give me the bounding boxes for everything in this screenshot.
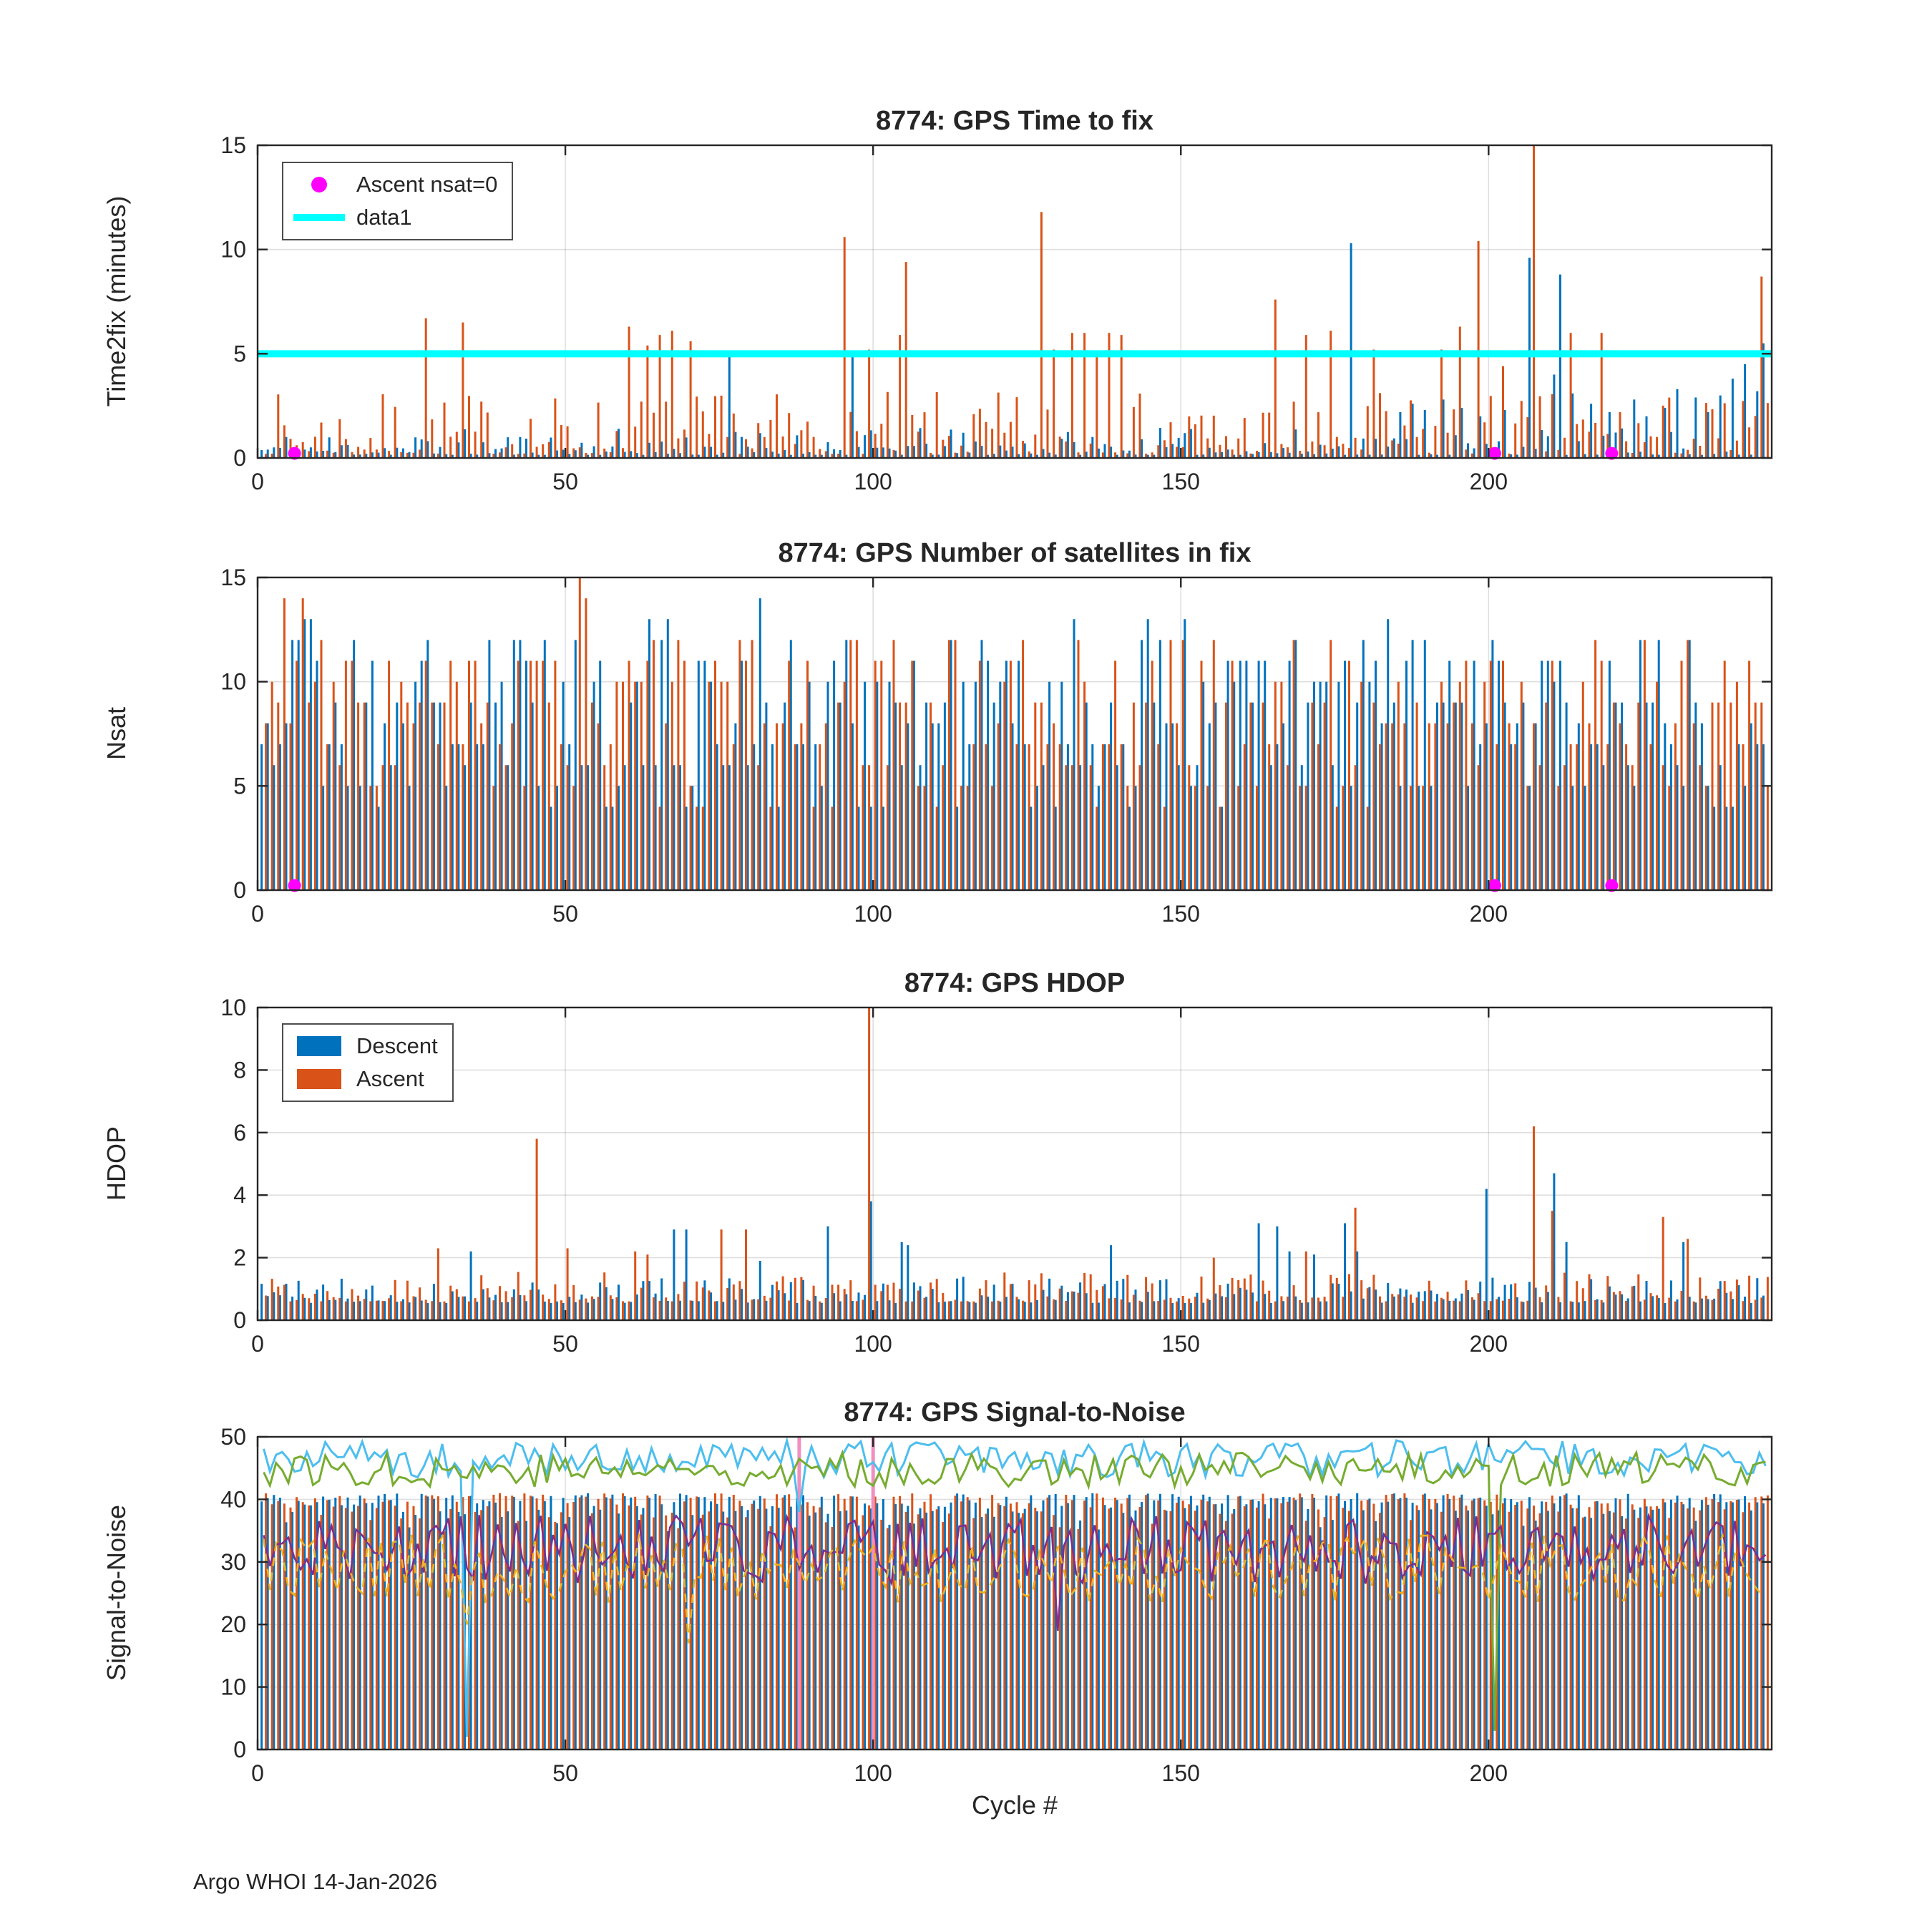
svg-text:150: 150 <box>1162 469 1200 494</box>
svg-text:0: 0 <box>233 445 246 471</box>
svg-text:8: 8 <box>233 1057 246 1083</box>
y-axis-label-snr: Signal-to-Noise <box>102 1504 131 1682</box>
svg-text:100: 100 <box>854 1760 892 1786</box>
svg-text:100: 100 <box>854 469 892 494</box>
plot-area-hdop: 0 50 100 150 200 0 2 4 6 8 10 <box>220 995 1773 1357</box>
svg-text:6: 6 <box>233 1120 246 1146</box>
blue-patch-icon <box>297 1036 341 1056</box>
svg-text:0: 0 <box>251 1760 264 1786</box>
magenta-dot-icon <box>311 177 327 192</box>
legend-item-descent: Descent <box>292 1033 438 1059</box>
ascent-patch-icon <box>292 1069 346 1089</box>
x-axis-label-cycle: Cycle # <box>971 1790 1058 1820</box>
svg-text:200: 200 <box>1470 901 1508 927</box>
svg-text:5: 5 <box>233 773 246 799</box>
legend-time2fix: Ascent nsat=0 data1 <box>282 162 514 240</box>
svg-text:10: 10 <box>220 1674 246 1700</box>
legend-hdop: Descent Ascent <box>282 1023 454 1102</box>
svg-text:0: 0 <box>251 1331 264 1357</box>
svg-text:0: 0 <box>251 901 264 927</box>
chart-title-nsat: 8774: GPS Number of satellites in fix <box>778 538 1252 568</box>
cyan-line-icon <box>293 214 345 221</box>
svg-text:10: 10 <box>220 995 246 1020</box>
svg-text:10: 10 <box>220 237 246 263</box>
legend-item-ascent: Ascent <box>292 1066 438 1092</box>
svg-text:50: 50 <box>220 1424 246 1450</box>
svg-text:2: 2 <box>233 1245 246 1271</box>
y-axis-label-hdop: HDOP <box>102 1126 131 1201</box>
svg-text:15: 15 <box>220 565 246 590</box>
svg-text:50: 50 <box>552 1760 578 1786</box>
y-axis-label-nsat: Nsat <box>102 706 131 761</box>
svg-text:50: 50 <box>552 1331 578 1357</box>
legend-label-ascent: Ascent <box>356 1066 424 1091</box>
ascent-nsat0-marker-icon <box>292 177 346 192</box>
legend-item-ascent-nsat0: Ascent nsat=0 <box>292 172 497 197</box>
svg-text:10: 10 <box>220 669 246 695</box>
svg-text:50: 50 <box>552 901 578 927</box>
svg-text:0: 0 <box>233 1307 246 1333</box>
chart-title-time2fix: 8774: GPS Time to fix <box>876 106 1153 136</box>
svg-text:150: 150 <box>1162 1331 1200 1357</box>
legend-label-ascent-nsat0: Ascent nsat=0 <box>356 172 498 197</box>
svg-text:150: 150 <box>1162 901 1200 927</box>
svg-text:40: 40 <box>220 1486 246 1512</box>
footer-attribution: Argo WHOI 14-Jan-2026 <box>193 1869 438 1894</box>
svg-text:50: 50 <box>552 469 578 494</box>
legend-label-descent: Descent <box>356 1033 438 1058</box>
plot-area-nsat: 0 50 100 150 200 0 5 10 15 <box>220 565 1773 927</box>
legend-label-data1: data1 <box>356 205 412 230</box>
svg-text:4: 4 <box>233 1182 246 1208</box>
chart-title-snr: 8774: GPS Signal-to-Noise <box>844 1397 1186 1428</box>
svg-text:30: 30 <box>220 1549 246 1575</box>
data1-line-icon <box>292 214 346 221</box>
descent-patch-icon <box>292 1036 346 1056</box>
svg-text:15: 15 <box>220 132 246 158</box>
svg-text:0: 0 <box>233 1737 246 1762</box>
orange-patch-icon <box>297 1069 341 1089</box>
plot-area-snr: 0 50 100 150 200 0 10 20 30 40 50 <box>220 1424 1773 1786</box>
svg-text:100: 100 <box>854 1331 892 1357</box>
svg-text:5: 5 <box>233 341 246 366</box>
svg-text:200: 200 <box>1470 1760 1508 1786</box>
plot-area-time2fix: 0 50 100 150 200 0 5 10 15 <box>220 132 1773 494</box>
svg-text:0: 0 <box>233 877 246 903</box>
chart-title-hdop: 8774: GPS HDOP <box>904 968 1126 998</box>
legend-item-data1: data1 <box>292 205 497 230</box>
svg-text:20: 20 <box>220 1611 246 1637</box>
svg-text:100: 100 <box>854 901 892 927</box>
svg-text:150: 150 <box>1162 1760 1200 1786</box>
svg-text:200: 200 <box>1470 469 1508 494</box>
svg-text:200: 200 <box>1470 1331 1508 1357</box>
svg-text:0: 0 <box>251 469 264 494</box>
y-axis-label-time2fix: Time2fix (minutes) <box>102 195 131 407</box>
